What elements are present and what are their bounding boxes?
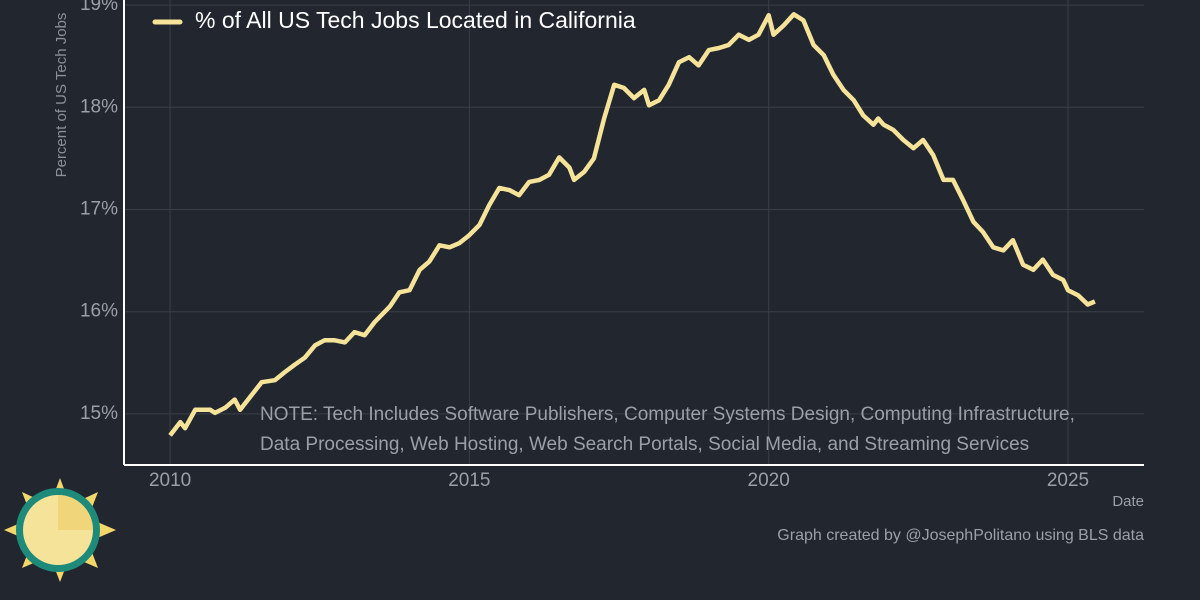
credit: Graph created by @JosephPolitano using B… xyxy=(777,527,1144,544)
y-axis-label: Percent of US Tech Jobs xyxy=(53,13,70,178)
x-axis-label: Date xyxy=(1112,493,1144,510)
x-tick-label: 2020 xyxy=(748,470,790,491)
y-tick-label: 19% xyxy=(80,0,118,15)
x-tick-label: 2015 xyxy=(448,470,490,491)
note: Data Processing, Web Hosting, Web Search… xyxy=(260,434,1029,455)
plot-area: 15% 16% 17% 18% 19% 2010 2015 2020 2025 NOTE: Tec… xyxy=(80,0,1144,491)
x-tick-label: 2010 xyxy=(149,470,191,491)
y-tick-label: 16% xyxy=(80,301,118,322)
x-tick-label: 2025 xyxy=(1047,470,1089,491)
logo xyxy=(4,478,116,582)
y-tick-label: 18% xyxy=(80,96,118,117)
legend-label: % of All US Tech Jobs Located in Califor… xyxy=(195,7,636,33)
y-tick-label: 15% xyxy=(80,403,118,424)
y-tick-label: 17% xyxy=(80,199,118,220)
note: NOTE: Tech Includes Software Publishers,… xyxy=(260,404,1075,425)
data-line xyxy=(168,12,1096,437)
